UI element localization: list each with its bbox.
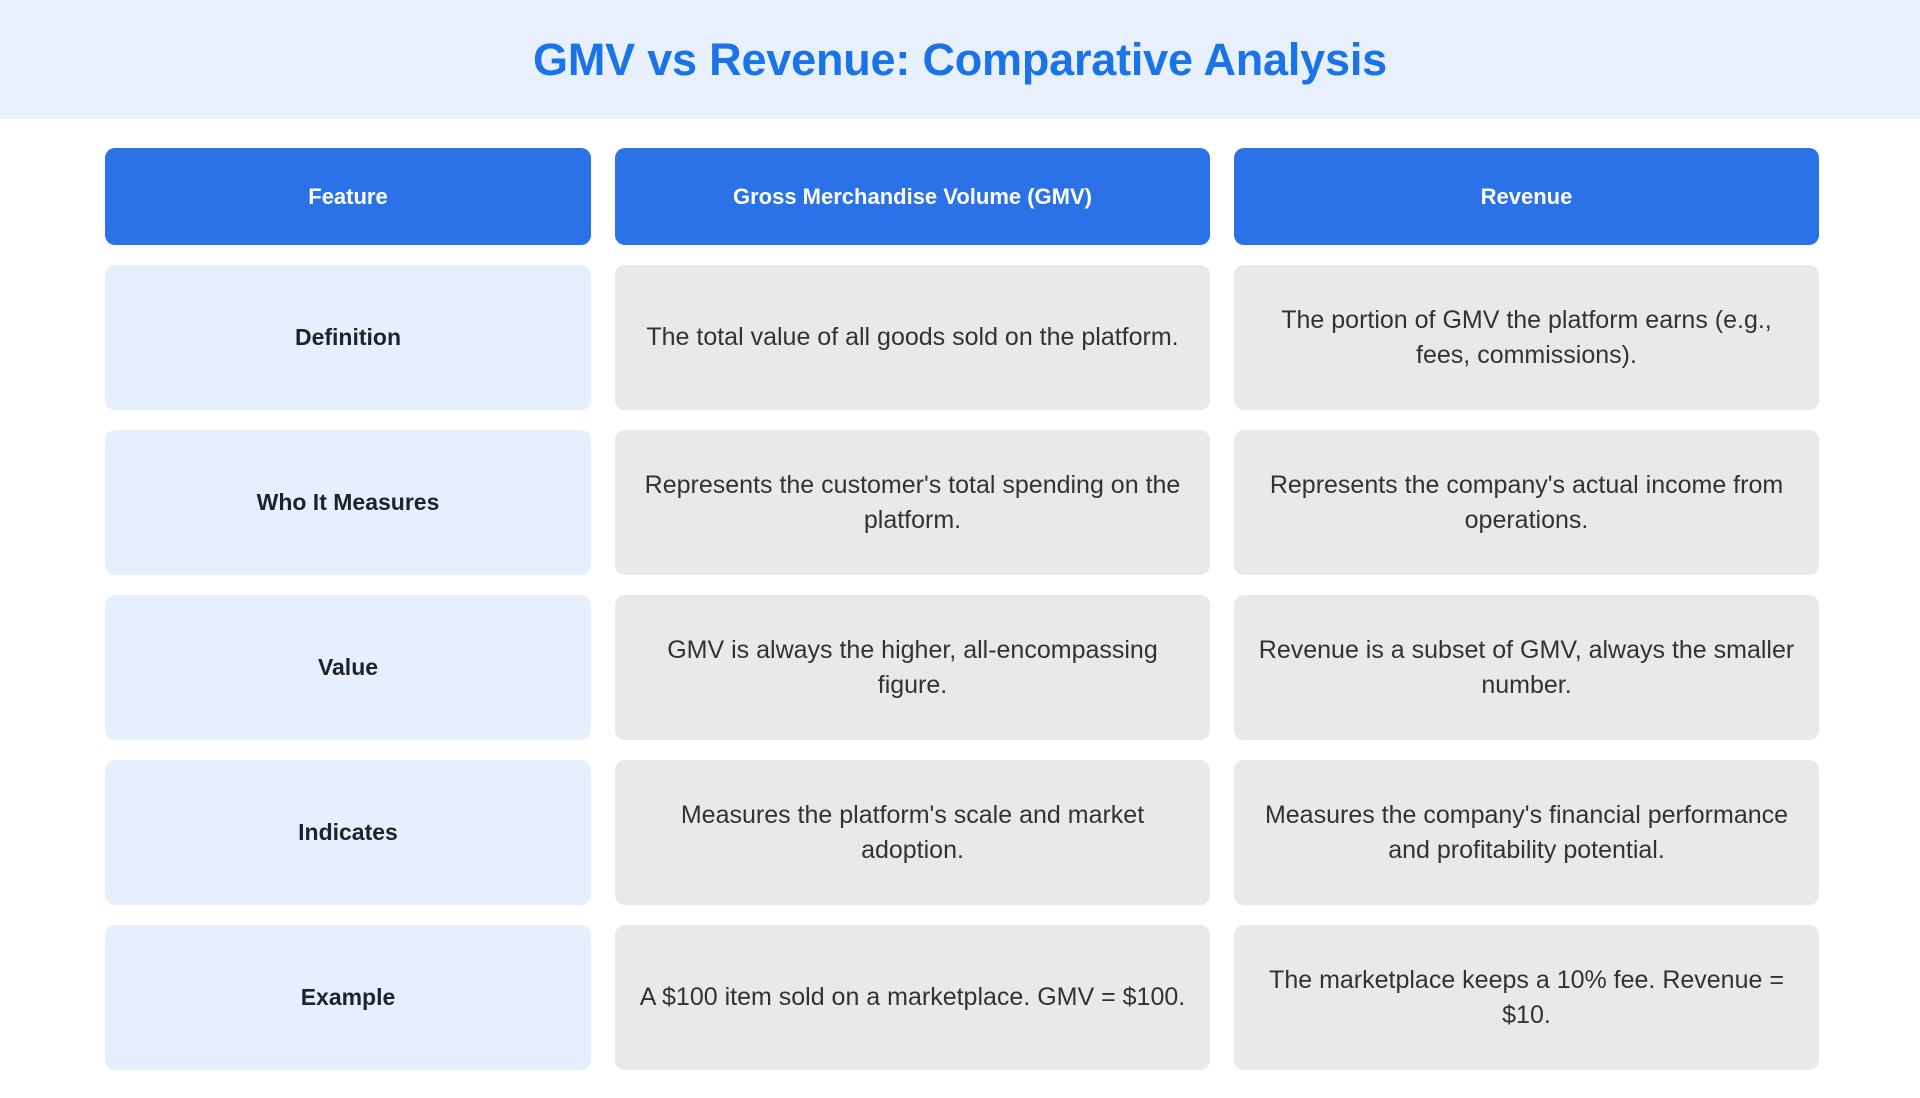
cell-gmv-text: Represents the customer's total spending… [644, 471, 1181, 534]
cell-feature: Value [105, 595, 591, 740]
cell-revenue: The marketplace keeps a 10% fee. Revenue… [1234, 925, 1819, 1070]
table-header-row: Feature Gross Merchandise Volume (GMV) R… [105, 148, 1819, 245]
cell-revenue: Revenue is a subset of GMV, always the s… [1234, 595, 1819, 740]
cell-gmv: GMV is always the higher, all-encompassi… [615, 595, 1210, 740]
table-row: Value GMV is always the higher, all-enco… [105, 595, 1819, 740]
column-header-feature: Feature [105, 148, 591, 245]
cell-revenue-text: The portion of GMV the platform earns (e… [1281, 306, 1772, 369]
column-header-gmv: Gross Merchandise Volume (GMV) [615, 148, 1210, 245]
cell-feature: Example [105, 925, 591, 1070]
title-banner: GMV vs Revenue: Comparative Analysis [0, 0, 1920, 119]
cell-gmv-text: Measures the platform's scale and market… [680, 801, 1145, 864]
table-row: Definition The total value of all goods … [105, 265, 1819, 410]
table-row: Indicates Measures the platform's scale … [105, 760, 1819, 905]
cell-feature: Who It Measures [105, 430, 591, 575]
cell-feature: Definition [105, 265, 591, 410]
column-header-revenue: Revenue [1234, 148, 1819, 245]
cell-gmv-text: A $100 item sold on a marketplace. GMV =… [639, 983, 1186, 1012]
cell-gmv-text: GMV is always the higher, all-encompassi… [667, 636, 1158, 699]
cell-gmv: Measures the platform's scale and market… [615, 760, 1210, 905]
cell-feature: Indicates [105, 760, 591, 905]
cell-revenue-text: Represents the company's actual income f… [1269, 471, 1784, 534]
cell-gmv-text: The total value of all goods sold on the… [646, 323, 1179, 352]
cell-revenue: The portion of GMV the platform earns (e… [1234, 265, 1819, 410]
cell-gmv: A $100 item sold on a marketplace. GMV =… [615, 925, 1210, 1070]
table-row: Who It Measures Represents the customer'… [105, 430, 1819, 575]
cell-revenue-text: The marketplace keeps a 10% fee. Revenue… [1269, 966, 1784, 1029]
cell-gmv: The total value of all goods sold on the… [615, 265, 1210, 410]
cell-revenue-text: Measures the company's financial perform… [1264, 801, 1789, 864]
cell-revenue: Represents the company's actual income f… [1234, 430, 1819, 575]
cell-gmv: Represents the customer's total spending… [615, 430, 1210, 575]
cell-revenue: Measures the company's financial perform… [1234, 760, 1819, 905]
comparison-table: Feature Gross Merchandise Volume (GMV) R… [105, 148, 1819, 1070]
cell-revenue-text: Revenue is a subset of GMV, always the s… [1258, 636, 1795, 699]
table-row: Example A $100 item sold on a marketplac… [105, 925, 1819, 1070]
page-title: GMV vs Revenue: Comparative Analysis [533, 34, 1387, 85]
